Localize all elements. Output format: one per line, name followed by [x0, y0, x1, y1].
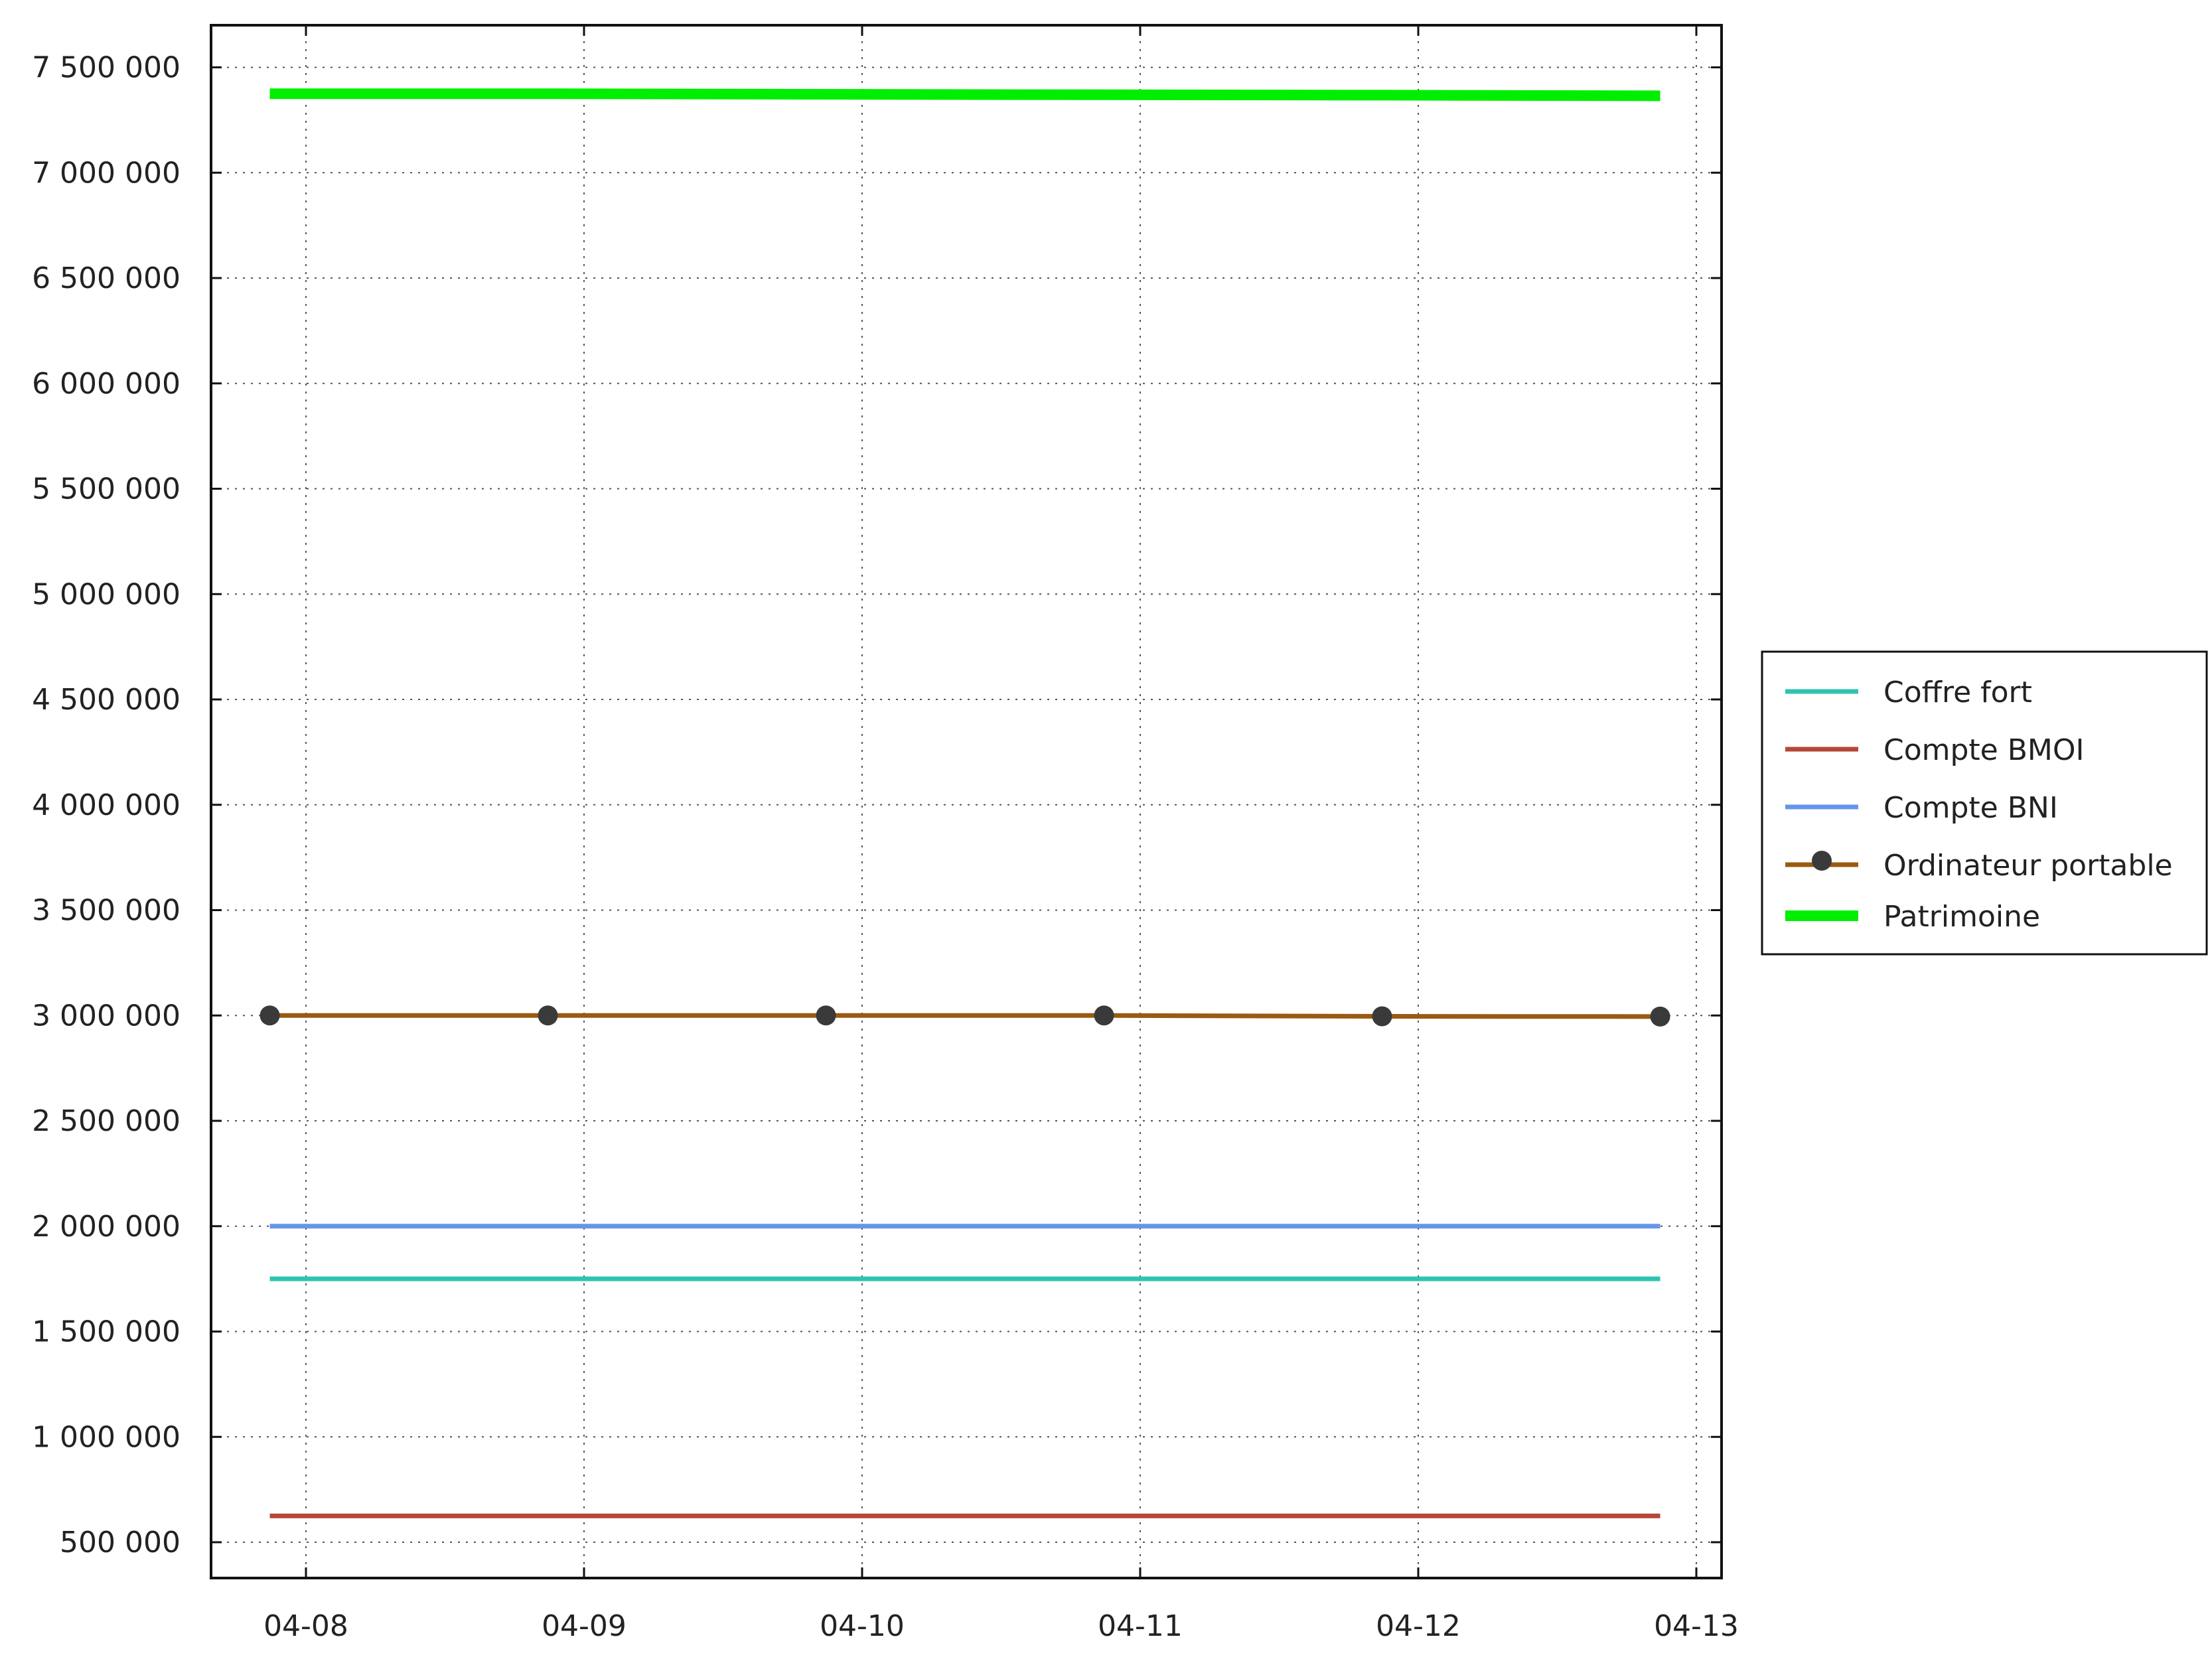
data-point	[538, 1005, 558, 1026]
y-tick-label: 7 500 000	[32, 51, 181, 85]
y-tick-label: 4 500 000	[32, 683, 181, 717]
legend-label: Compte BNI	[1883, 791, 2058, 825]
series-lines	[259, 88, 1670, 1518]
y-tick-label: 2 000 000	[32, 1210, 181, 1244]
y-tick-label: 4 000 000	[32, 788, 181, 822]
y-tick-label: 5 500 000	[32, 472, 181, 506]
y-tick-label: 500 000	[60, 1526, 181, 1559]
legend-label: Coffre fort	[1883, 676, 2032, 709]
x-tick-label: 04-12	[1376, 1609, 1461, 1643]
y-tick-label: 3 500 000	[32, 894, 181, 928]
y-tick-label: 3 000 000	[32, 999, 181, 1033]
x-axis: 04-08 04-09 04-10 04-11 04-12 04-13	[263, 25, 1739, 1643]
y-tick-label: 6 000 000	[32, 367, 181, 401]
x-tick-label: 04-11	[1098, 1609, 1183, 1643]
series-line-ordinateur-portable	[269, 1013, 1660, 1019]
legend-label: Ordinateur portable	[1883, 849, 2173, 883]
y-tick-label: 1 500 000	[32, 1315, 181, 1349]
y-tick-label: 5 000 000	[32, 577, 181, 611]
x-tick-label: 04-10	[820, 1609, 905, 1643]
legend-marker	[1812, 851, 1832, 871]
legend-label: Compte BMOI	[1883, 733, 2085, 767]
data-point	[1372, 1006, 1392, 1027]
y-tick-label: 1 000 000	[32, 1420, 181, 1454]
y-axis: 500 000 1 000 000 1 500 000 2 000 000 2 500 …	[32, 51, 1722, 1559]
plot-frame	[210, 24, 1723, 1579]
series-line-patrimoine	[269, 88, 1660, 102]
x-tick-label: 04-08	[263, 1609, 348, 1643]
data-point	[259, 1005, 280, 1026]
y-tick-label: 7 000 000	[32, 156, 181, 190]
data-point	[816, 1005, 836, 1026]
y-tick-label: 2 500 000	[32, 1104, 181, 1138]
x-tick-label: 04-13	[1654, 1609, 1739, 1643]
data-point	[1094, 1005, 1114, 1026]
legend: Coffre fort Compte BMOI Compte BNI Ordinate…	[1761, 650, 2208, 956]
y-tick-label: 6 500 000	[32, 261, 181, 295]
x-tick-label: 04-09	[542, 1609, 627, 1643]
legend-box	[1761, 650, 2208, 956]
legend-label: Patrimoine	[1883, 900, 2040, 934]
data-point	[1650, 1006, 1670, 1027]
